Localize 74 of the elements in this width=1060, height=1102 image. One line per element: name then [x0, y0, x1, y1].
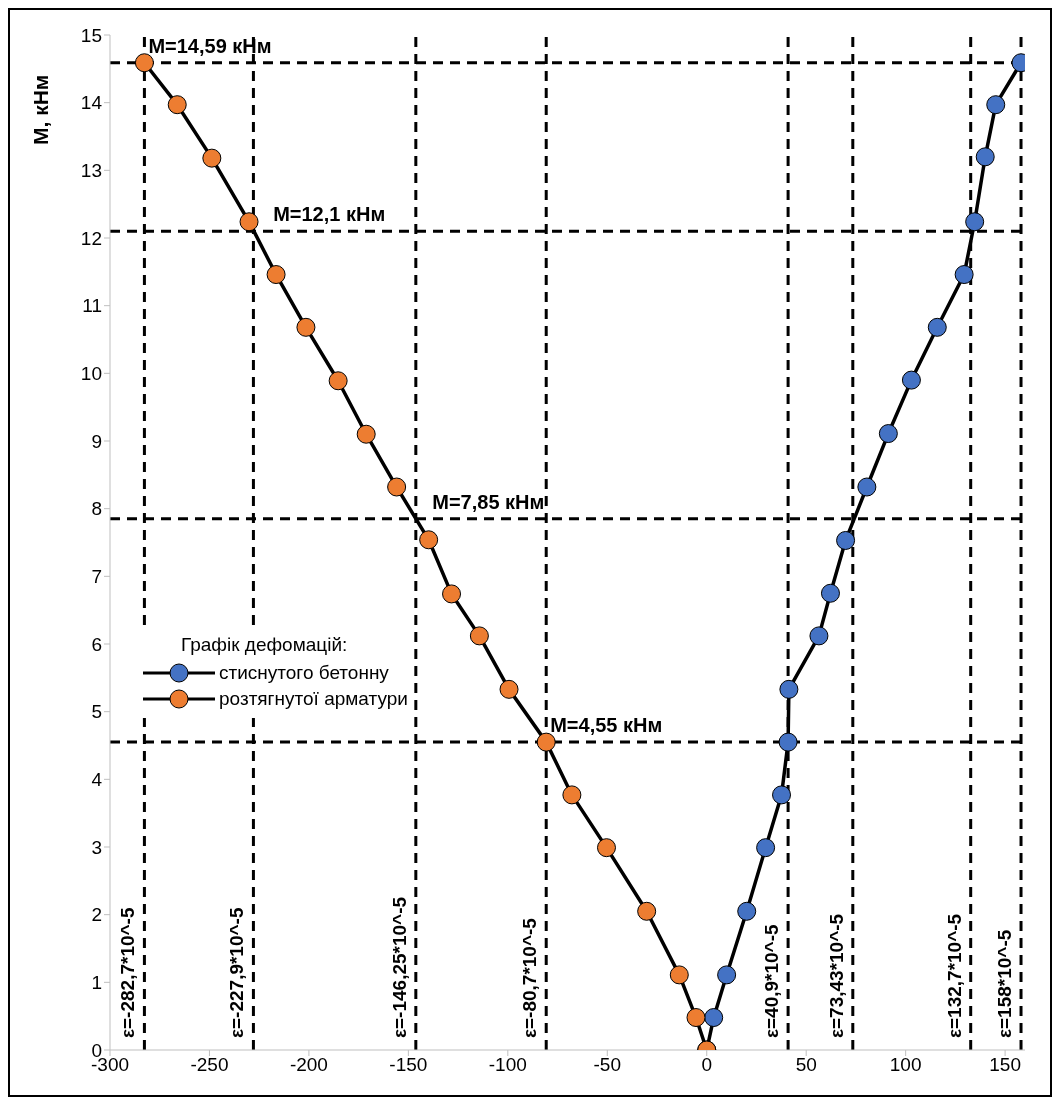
- point: [704, 1008, 724, 1028]
- point: [836, 530, 856, 550]
- ref-line-label: ε=158*10^-5: [994, 929, 1016, 1038]
- x-tick-label: 100: [889, 1054, 922, 1076]
- point: [717, 965, 737, 985]
- point: [469, 626, 489, 646]
- ref-line-label: ε=-282,7*10^-5: [117, 907, 139, 1038]
- point: [266, 265, 286, 285]
- y-tick-label: 1: [91, 972, 102, 994]
- point: [779, 679, 799, 699]
- ref-line-label: ε=-80,7*10^-5: [519, 917, 541, 1038]
- point: [167, 95, 187, 115]
- x-tick-label: 50: [795, 1054, 817, 1076]
- y-tick-label: 12: [80, 227, 102, 249]
- point: [809, 626, 829, 646]
- point: [328, 371, 348, 391]
- point: [756, 838, 776, 858]
- x-tick-label: -150: [389, 1054, 428, 1076]
- point: [669, 965, 689, 985]
- y-tick-label: 14: [80, 92, 103, 114]
- y-tick-label: 6: [91, 633, 102, 655]
- point: [239, 212, 259, 232]
- annotation: M=7,85 кНм: [432, 490, 545, 513]
- ref-line-label: ε=73,43*10^-5: [825, 913, 847, 1038]
- ref-line-label: ε=-146,25*10^-5: [388, 896, 410, 1038]
- y-tick-label: 7: [91, 566, 102, 588]
- point: [387, 477, 407, 497]
- x-tick-label: -250: [190, 1054, 229, 1076]
- y-tick-label: 4: [91, 769, 103, 791]
- point: [686, 1008, 706, 1028]
- point: [975, 147, 995, 167]
- x-tick-label: -200: [289, 1054, 328, 1076]
- point: [442, 584, 462, 604]
- y-tick-label: 10: [80, 363, 102, 385]
- legend-label: розтягнутої арматури: [219, 688, 408, 710]
- point: [772, 785, 792, 805]
- y-tick-label: 5: [91, 701, 102, 723]
- legend-title: Графік дефомацій:: [180, 634, 349, 656]
- x-tick-label: 150: [989, 1054, 1021, 1076]
- point: [778, 732, 798, 752]
- y-axis-title: M, кНм: [28, 74, 52, 145]
- point: [499, 679, 519, 699]
- y-tick-label: 2: [91, 904, 102, 926]
- annotation: M=12,1 кНм: [273, 203, 386, 226]
- point: [857, 477, 877, 497]
- point: [878, 424, 898, 444]
- point: [202, 148, 222, 168]
- point: [927, 317, 947, 337]
- y-tick-label: 11: [82, 295, 102, 317]
- point: [296, 317, 316, 337]
- y-tick-label: 8: [91, 498, 102, 520]
- point: [637, 901, 657, 921]
- x-tick-label: -100: [488, 1054, 527, 1076]
- point: [356, 424, 376, 444]
- point: [596, 838, 616, 858]
- annotation: M=4,55 кНм: [550, 714, 663, 737]
- point: [986, 95, 1006, 115]
- y-tick-label: 3: [91, 836, 102, 858]
- legend-label: стиснутого бетонну: [219, 662, 389, 684]
- y-tick-label: 13: [80, 160, 102, 182]
- ref-line-label: ε=-227,9*10^-5: [226, 907, 248, 1038]
- x-tick-label: 0: [701, 1054, 713, 1076]
- ref-line-label: ε=132,7*10^-5: [943, 913, 965, 1038]
- ref-line-label: ε=40,9*10^-5: [761, 923, 783, 1038]
- point: [562, 785, 582, 805]
- y-tick-label: 15: [80, 24, 102, 46]
- point: [737, 901, 757, 921]
- y-tick-label: 9: [91, 430, 102, 452]
- x-tick-label: -50: [593, 1054, 622, 1076]
- point: [965, 212, 985, 232]
- point: [954, 265, 974, 285]
- point: [820, 583, 840, 603]
- point: [901, 370, 921, 390]
- point: [419, 530, 439, 550]
